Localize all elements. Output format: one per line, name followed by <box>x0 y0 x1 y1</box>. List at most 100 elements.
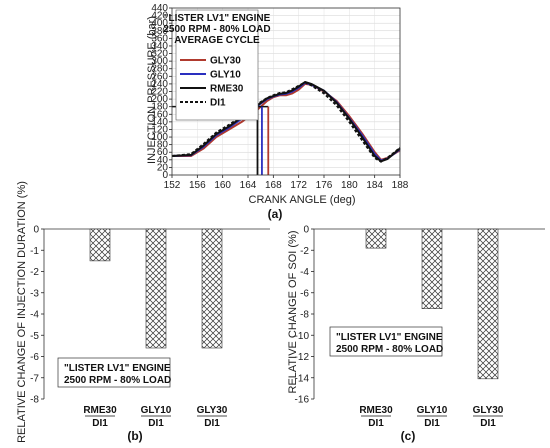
panel-a-x-tick-label: 168 <box>265 180 282 191</box>
panel-a-y-tick-label: 440 <box>151 3 168 14</box>
panel-a-series-rme30-line <box>171 81 401 163</box>
panel-c-y-tick-label: -10 <box>295 331 310 342</box>
panel-a-plot-frame <box>171 7 401 176</box>
panel-b-bar-rme30 <box>89 228 111 262</box>
panel-a-legend-title-line: AVERAGE CYCLE <box>174 35 260 46</box>
panel-c-y-tick-label: 0 <box>303 225 309 236</box>
panel-a-y-tick-label: 340 <box>151 41 168 52</box>
panel-a-legend-entry-di1: DI1 <box>210 98 226 109</box>
panel-c-category-bottom: DI1 <box>480 418 496 429</box>
panel-b-y-tick-label: -1 <box>30 246 39 257</box>
panel-b-y-tick-label: -6 <box>30 352 39 363</box>
panel-a-y-tick-label: 240 <box>151 79 168 90</box>
panel-c-y-tick-label: -4 <box>300 267 309 278</box>
panel-c-bar-rme30 <box>365 228 387 249</box>
panel-a-y-tick-label: 120 <box>151 124 168 135</box>
panel-b-annotation-line: "LISTER LV1" ENGINE <box>64 363 171 374</box>
panel-c-bar-chart: 0 -2 -4 -6 -8 -10 -12 -14 -16 RME30 DI1 GLY10 DI1 GL… <box>287 225 545 443</box>
panel-a-y-tick-label: 60 <box>157 147 169 158</box>
panel-c-y-axis-label: RELATIVE CHANGE OF SOI (%) <box>287 231 299 394</box>
panel-b-y-tick-label: -3 <box>30 288 39 299</box>
panel-a-y-axis-label: INJECTION PRESSURE (bar) <box>146 16 158 164</box>
panel-a-y-tick-label: 140 <box>151 117 168 128</box>
panel-c-category-top: GLY30 <box>473 405 504 416</box>
panel-c-category-top: GLY10 <box>417 405 448 416</box>
panel-a-line-chart: 0204060801001201401601802002202402602803… <box>146 3 409 221</box>
panel-a-x-tick-label: 176 <box>316 180 333 191</box>
panel-b-bar-gly30 <box>201 228 223 349</box>
panel-b-category-top: GLY10 <box>141 405 172 416</box>
panel-a-label: (a) <box>268 207 283 221</box>
panel-b-category-bottom: DI1 <box>148 418 164 429</box>
panel-a-series-di1-line <box>171 81 401 163</box>
panel-a-y-tick-label: 0 <box>162 170 168 181</box>
panel-b-y-tick-label: -8 <box>30 395 39 406</box>
panel-b-category-bottom: DI1 <box>92 418 108 429</box>
panel-a-y-tick-label: 200 <box>151 94 168 105</box>
panel-c-annotation-line: 2500 RPM - 80% LOAD <box>336 344 443 355</box>
panel-a-series-gly10-line <box>171 81 401 162</box>
panel-b-bar-gly10 <box>145 228 167 349</box>
panel-a-legend-title-line: 2500 RPM - 80% LOAD <box>163 24 270 35</box>
panel-a-series-gly30-line <box>172 82 401 161</box>
panel-c-category-top: RME30 <box>359 405 393 416</box>
panel-a-y-tick-label: 220 <box>151 87 168 98</box>
panel-a-x-axis-label: CRANK ANGLE (deg) <box>249 194 356 206</box>
panel-c-category-bottom: DI1 <box>424 418 440 429</box>
panel-c-bar-gly10 <box>421 228 443 309</box>
panel-a-y-tick-label: 400 <box>151 18 168 29</box>
panel-c-bar-gly30 <box>477 228 499 380</box>
panel-a-y-tick-label: 80 <box>157 140 169 151</box>
panel-a-legend-entry-gly10: GLY10 <box>210 70 241 81</box>
panel-c-y-tick-label: -8 <box>300 310 309 321</box>
panel-a-y-tick-label: 280 <box>151 64 168 75</box>
panel-b-category-top: GLY30 <box>197 405 228 416</box>
panel-a-legend-entry-rme30: RME30 <box>210 84 244 95</box>
panel-b-y-tick-label: -5 <box>30 331 39 342</box>
panel-c-annotation-line: "LISTER LV1" ENGINE <box>336 332 443 343</box>
panel-c-y-tick-label: -6 <box>300 288 309 299</box>
panel-b-y-axis-label: RELATIVE CHANGE OF INJECTION DURATION (%… <box>16 181 28 443</box>
panel-a-y-tick-label: 180 <box>151 102 168 113</box>
panel-b-annotation-frame <box>57 357 171 388</box>
panel-a-y-tick-label: 420 <box>151 11 168 22</box>
panel-a-legend-title-line: "LISTER LV1" ENGINE <box>164 13 271 24</box>
panel-b-bar-chart: 0 -1 -2 -3 -4 -5 -6 -7 -8 RME30 DI1 GLY10 DI1 GLY30 D… <box>16 181 270 443</box>
panel-b-annotation-line: 2500 RPM - 80% LOAD <box>64 375 171 386</box>
panel-c-category-bottom: DI1 <box>368 418 384 429</box>
panel-c-y-tick-label: -12 <box>295 352 310 363</box>
panel-b-y-tick-label: -2 <box>30 267 39 278</box>
panel-a-x-tick-label: 172 <box>290 180 307 191</box>
panel-a-y-tick-label: 300 <box>151 56 168 67</box>
panel-a-y-tick-label: 380 <box>151 26 168 37</box>
panel-a-legend-box <box>175 9 259 121</box>
panel-a-y-tick-label: 40 <box>157 155 169 166</box>
panel-b-y-tick-label: -7 <box>30 373 39 384</box>
panel-c-y-tick-label: -2 <box>300 246 309 257</box>
panel-b-category-bottom: DI1 <box>204 418 220 429</box>
panel-c-label: (c) <box>401 429 416 443</box>
panel-a-x-tick-label: 184 <box>366 180 383 191</box>
panel-c-annotation-frame <box>329 326 443 357</box>
panel-a-x-tick-label: 164 <box>240 180 257 191</box>
panel-c-y-tick-label: -14 <box>295 373 310 384</box>
panel-b-y-tick-label: 0 <box>33 225 39 236</box>
panel-a-legend-entry-gly30: GLY30 <box>210 56 241 67</box>
panel-b-label: (b) <box>127 429 142 443</box>
panel-a-x-tick-label: 188 <box>392 180 409 191</box>
panel-a-y-tick-label: 260 <box>151 71 168 82</box>
panel-a-x-tick-label: 180 <box>341 180 358 191</box>
panel-a-y-tick-label: 320 <box>151 49 168 60</box>
panel-a-x-tick-label: 160 <box>214 180 231 191</box>
panel-a-y-tick-label: 360 <box>151 33 168 44</box>
panel-a-x-tick-label: 156 <box>189 180 206 191</box>
panel-c-y-tick-label: -16 <box>295 395 310 406</box>
panel-a-y-tick-label: 160 <box>151 109 168 120</box>
panel-a-y-tick-label: 20 <box>157 162 169 173</box>
panel-a-x-tick-label: 152 <box>164 180 181 191</box>
panel-b-category-top: RME30 <box>83 405 117 416</box>
